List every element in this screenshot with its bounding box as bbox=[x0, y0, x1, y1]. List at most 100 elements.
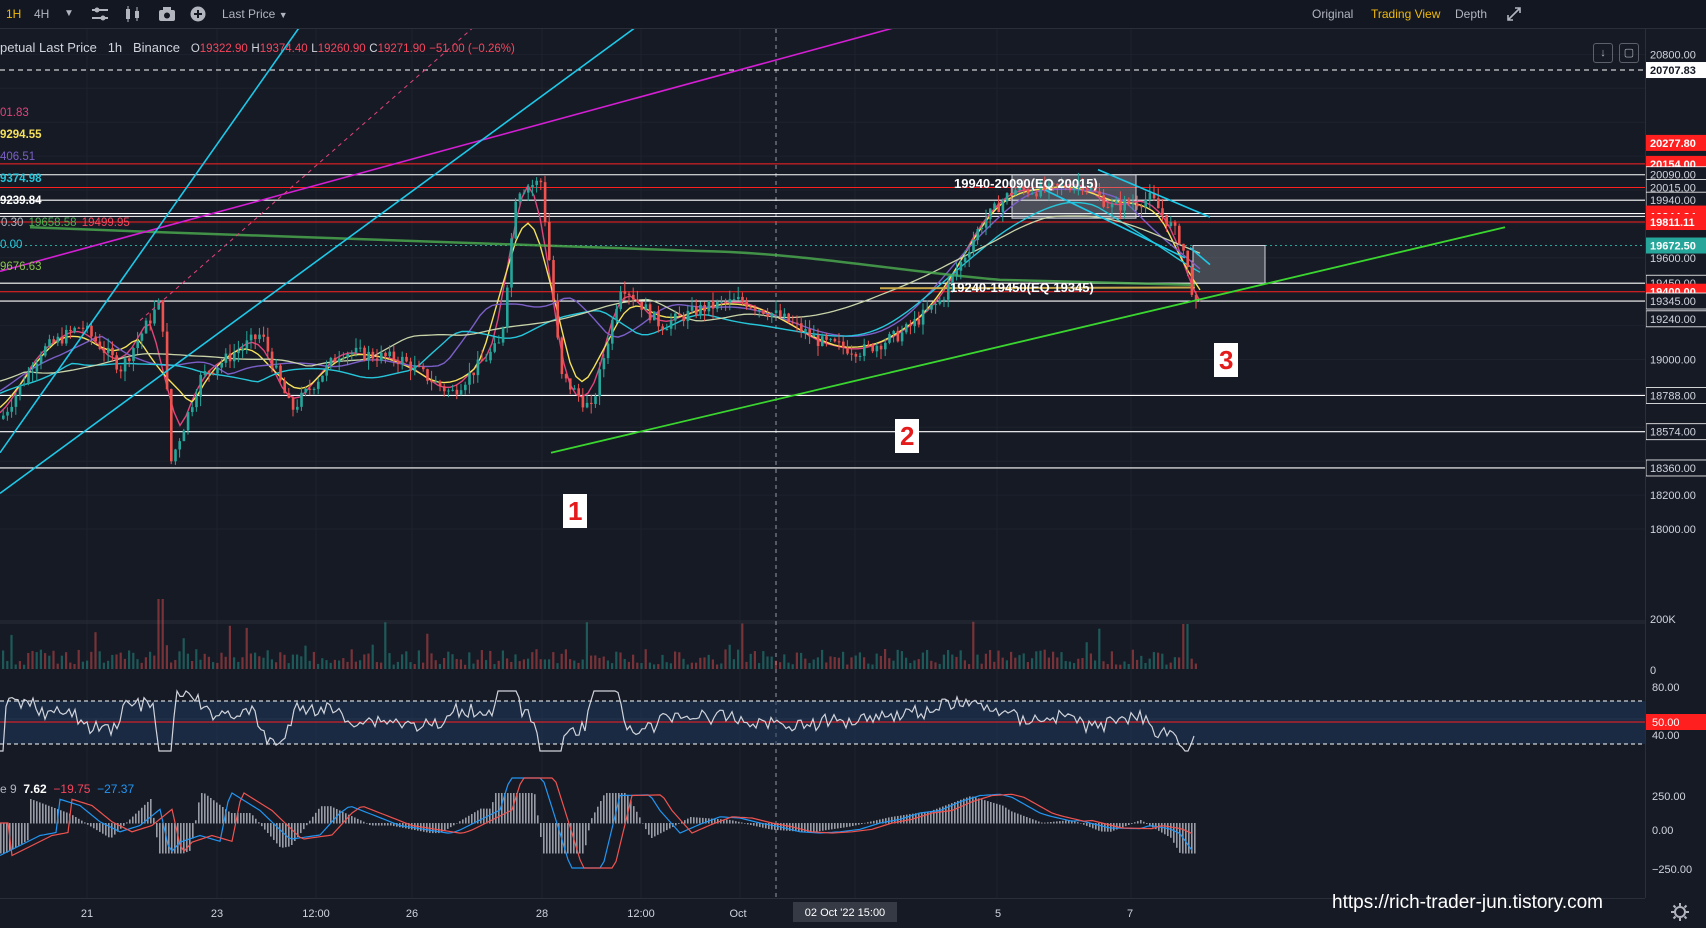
macd-histogram-bar bbox=[456, 823, 458, 824]
macd-histogram-bar bbox=[468, 815, 470, 824]
candle-body bbox=[711, 300, 715, 309]
candle-body bbox=[501, 327, 505, 343]
view-original-tab[interactable]: Original bbox=[1312, 7, 1354, 21]
candle-body bbox=[594, 396, 597, 405]
candle-body bbox=[18, 384, 22, 396]
macd-histogram-bar bbox=[633, 806, 635, 824]
volume-bar bbox=[472, 663, 475, 669]
candle-body bbox=[539, 180, 543, 183]
volume-bar bbox=[644, 649, 647, 669]
candle-body bbox=[879, 345, 883, 350]
macd-histogram-bar bbox=[489, 808, 491, 824]
volume-bar bbox=[686, 664, 689, 669]
volume-bar bbox=[1140, 655, 1143, 669]
volume-bar bbox=[459, 659, 462, 669]
macd-histogram-bar bbox=[1044, 822, 1046, 824]
candle-body bbox=[947, 283, 950, 300]
macd-histogram-bar bbox=[1053, 821, 1055, 824]
candle-body bbox=[308, 388, 312, 390]
macd-histogram-bar bbox=[504, 793, 506, 824]
macd-histogram-bar bbox=[231, 813, 233, 824]
candle-body bbox=[825, 336, 828, 340]
interval-dropdown-chevron-icon[interactable]: ▼ bbox=[64, 8, 74, 19]
price-type-select[interactable]: Last Price ▼ bbox=[222, 0, 288, 28]
candle-body bbox=[900, 332, 904, 342]
volume-bar bbox=[913, 660, 916, 669]
macd-histogram-bar bbox=[66, 812, 68, 824]
macd-histogram-bar bbox=[60, 810, 62, 824]
price-chart-canvas[interactable] bbox=[0, 29, 1645, 898]
macd-histogram-bar bbox=[879, 819, 881, 824]
macd-histogram-bar bbox=[621, 793, 623, 824]
candle-body bbox=[716, 301, 719, 309]
volume-bar bbox=[506, 658, 509, 669]
macd-histogram-bar bbox=[975, 797, 977, 824]
macd-histogram-bar bbox=[495, 793, 497, 824]
candle-body bbox=[275, 365, 278, 368]
macd-histogram-bar bbox=[1137, 821, 1139, 824]
volume-bar bbox=[81, 661, 84, 669]
macd-histogram-bar bbox=[714, 818, 716, 824]
volume-bar bbox=[216, 662, 219, 669]
volume-bar bbox=[1014, 657, 1017, 669]
candlestick-type-icon[interactable] bbox=[124, 6, 142, 22]
volume-bar bbox=[942, 654, 945, 669]
macd-pane bbox=[0, 777, 1196, 869]
volume-bar bbox=[892, 660, 895, 669]
candle-body bbox=[98, 341, 102, 349]
volume-bar bbox=[1098, 628, 1101, 669]
macd-histogram-bar bbox=[144, 804, 146, 824]
macd-histogram-bar bbox=[213, 800, 215, 824]
interval-4h-button[interactable]: 4H bbox=[34, 7, 50, 21]
volume-bar bbox=[430, 653, 433, 669]
candle-body bbox=[787, 313, 790, 323]
macd-histogram-bar bbox=[927, 811, 929, 824]
macd-histogram-bar bbox=[660, 823, 662, 834]
macd-histogram-bar bbox=[630, 800, 632, 824]
candle-body bbox=[10, 406, 13, 412]
candle-body bbox=[350, 352, 354, 355]
price-tick-label: 18360.00 bbox=[1650, 463, 1696, 475]
fullscreen-icon[interactable] bbox=[1506, 6, 1522, 22]
volume-bar bbox=[615, 651, 618, 669]
macd-histogram-bar bbox=[771, 823, 773, 830]
price-axis[interactable]: 21000.0020800.0020707.8320277.8020154.00… bbox=[1645, 29, 1706, 898]
macd-histogram-bar bbox=[642, 823, 644, 824]
price-tag-bg bbox=[1646, 292, 1706, 310]
macd-histogram-bar bbox=[1071, 820, 1073, 824]
scroll-down-arrow-icon[interactable]: ↓ bbox=[1593, 43, 1613, 63]
volume-bar bbox=[224, 656, 227, 669]
macd-histogram-bar bbox=[1191, 823, 1193, 854]
view-tradingview-tab[interactable]: Trading View bbox=[1371, 7, 1441, 21]
macd-histogram-bar bbox=[1077, 822, 1079, 824]
indicators-settings-icon[interactable] bbox=[91, 6, 109, 22]
volume-bar bbox=[585, 622, 588, 669]
candle-body bbox=[392, 351, 396, 361]
macd-histogram-bar bbox=[831, 823, 833, 830]
time-axis[interactable]: 21 23 12:00 26 28 12:00 Oct 5 7 02 Oct '22 15:00 bbox=[0, 898, 1645, 928]
macd-histogram-bar bbox=[606, 793, 608, 824]
volume-bar bbox=[1123, 661, 1126, 669]
volume-bar bbox=[195, 649, 198, 669]
camera-snapshot-icon[interactable] bbox=[158, 6, 176, 22]
trend-lines bbox=[0, 29, 1506, 495]
macd-histogram-bar bbox=[33, 800, 35, 824]
candle-body bbox=[279, 365, 282, 381]
candle-body bbox=[833, 338, 837, 342]
macd-histogram-bar bbox=[45, 804, 47, 824]
add-plus-icon[interactable] bbox=[190, 6, 206, 22]
maximize-pane-icon[interactable]: ▢ bbox=[1619, 43, 1639, 63]
candle-body bbox=[199, 374, 202, 397]
volume-bar bbox=[203, 653, 206, 669]
view-depth-tab[interactable]: Depth bbox=[1455, 7, 1488, 21]
volume-bar bbox=[539, 659, 542, 669]
time-tick-label: 5 bbox=[995, 908, 1001, 920]
settings-gear-icon[interactable] bbox=[1670, 902, 1690, 922]
interval-1h-button[interactable]: 1H bbox=[6, 7, 22, 21]
macd-histogram-bar bbox=[1059, 821, 1061, 824]
candle-body bbox=[623, 291, 627, 294]
candle-body bbox=[1039, 183, 1042, 197]
macd-histogram-bar bbox=[267, 823, 269, 834]
volume-bar bbox=[976, 654, 979, 669]
candle-body bbox=[753, 307, 757, 311]
